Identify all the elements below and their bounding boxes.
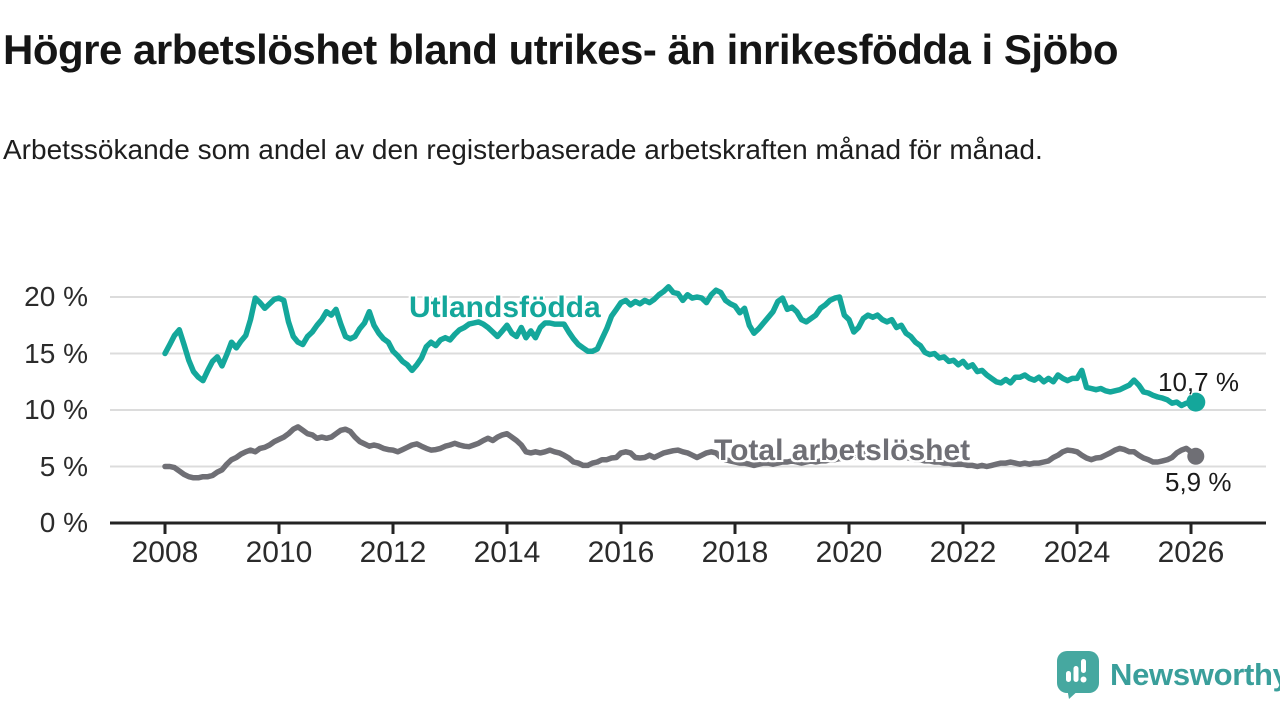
x-axis-label-2024: 2024 [1043,536,1111,569]
x-axis-label-2026: 2026 [1157,536,1225,569]
end-value-label-utlandsfodda: 10,7 % [1158,367,1239,397]
y-axis-label-0: 0 % [39,507,88,538]
x-axis-label-2018: 2018 [701,536,769,569]
x-axis-label-2014: 2014 [473,536,541,569]
x-axis-label-2020: 2020 [815,536,883,569]
x-axis-label-2016: 2016 [587,536,655,569]
x-axis-label-2010: 2010 [245,536,313,569]
series-end-dot-0 [1186,392,1206,412]
y-axis-label-15: 15 % [24,337,88,369]
y-axis-label-20: 20 % [24,281,88,312]
y-axis-label-5: 5 % [39,450,88,482]
page-title: Högre arbetslöshet bland utrikes- än inr… [3,26,1119,73]
series-line-1 [162,424,1199,481]
end-value-label-total: 5,9 % [1165,467,1232,497]
series-label-utlandsfodda: Utlandsfödda [409,291,601,324]
x-axis-label-2008: 2008 [131,536,199,569]
page-subtitle: Arbetssökande som andel av den registerb… [3,134,1043,165]
newsworthy-wordmark: Newsworthy [1110,657,1280,692]
series-label-total-arbetsloshet: Total arbetslöshet [714,434,971,467]
series-end-dot-1 [1187,447,1205,465]
x-axis-label-2012: 2012 [359,536,427,569]
newsworthy-bubble-chart-icon [1057,651,1099,699]
newsworthy-logo: Newsworthy [1056,650,1280,700]
x-axis-label-2022: 2022 [929,536,997,569]
y-axis-label-10: 10 % [24,394,88,425]
series-line-0 [162,284,1199,409]
